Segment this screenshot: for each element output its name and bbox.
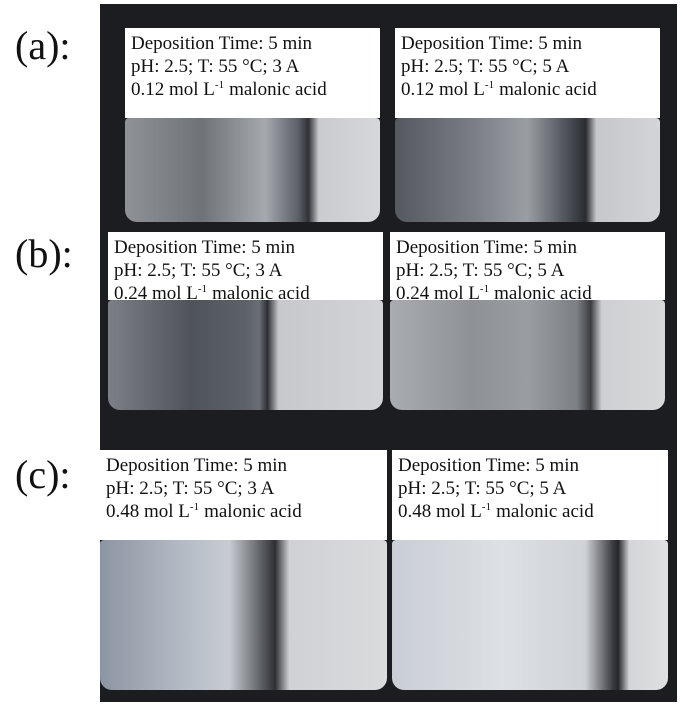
- acid-name: malonic acid: [494, 283, 592, 304]
- concentration: 0.12 mol L-1 malonic acid: [131, 78, 374, 101]
- panel-label: (a):: [15, 26, 71, 66]
- concentration-exponent: -1: [215, 79, 224, 91]
- concentration-amount: 0.24 mol L: [396, 283, 480, 304]
- concentration-exponent: -1: [190, 501, 199, 513]
- panel-label: (b):: [15, 234, 73, 274]
- concentration-amount: 0.12 mol L: [401, 79, 485, 100]
- figure-page: (() => { const data = JSON.parse(documen…: [0, 0, 691, 706]
- sample-photo: [390, 300, 665, 410]
- sample-photo: [392, 540, 668, 690]
- acid-name: malonic acid: [496, 501, 594, 522]
- concentration-amount: 0.12 mol L: [131, 79, 215, 100]
- conditions: pH: 2.5; T: 55 °C; 3 A: [131, 55, 374, 78]
- deposition-time: Deposition Time: 5 min: [114, 236, 377, 259]
- conditions: pH: 2.5; T: 55 °C; 3 A: [106, 477, 381, 500]
- panel-label: (c):: [15, 455, 71, 495]
- sample-photo: [100, 540, 387, 690]
- acid-name: malonic acid: [212, 283, 310, 304]
- concentration-exponent: -1: [198, 283, 207, 295]
- concentration-exponent: -1: [482, 501, 491, 513]
- conditions: pH: 2.5; T: 55 °C; 5 A: [398, 477, 662, 500]
- deposition-time: Deposition Time: 5 min: [401, 32, 654, 55]
- concentration: 0.24 mol L-1 malonic acid: [114, 282, 377, 305]
- concentration: 0.12 mol L-1 malonic acid: [401, 78, 654, 101]
- concentration-exponent: -1: [480, 283, 489, 295]
- concentration-amount: 0.48 mol L: [106, 501, 190, 522]
- concentration-amount: 0.24 mol L: [114, 283, 198, 304]
- deposition-time: Deposition Time: 5 min: [396, 236, 659, 259]
- concentration: 0.24 mol L-1 malonic acid: [396, 282, 659, 305]
- sample-photo: [125, 118, 380, 222]
- deposition-time: Deposition Time: 5 min: [131, 32, 374, 55]
- conditions: pH: 2.5; T: 55 °C; 3 A: [114, 259, 377, 282]
- conditions: pH: 2.5; T: 55 °C; 5 A: [396, 259, 659, 282]
- concentration-exponent: -1: [485, 79, 494, 91]
- concentration-amount: 0.48 mol L: [398, 501, 482, 522]
- deposition-time: Deposition Time: 5 min: [106, 454, 381, 477]
- sample-photo: [395, 118, 660, 222]
- acid-name: malonic acid: [229, 79, 327, 100]
- deposition-time: Deposition Time: 5 min: [398, 454, 662, 477]
- acid-name: malonic acid: [499, 79, 597, 100]
- concentration: 0.48 mol L-1 malonic acid: [398, 500, 662, 523]
- sample-photo: [108, 300, 383, 410]
- acid-name: malonic acid: [204, 501, 302, 522]
- concentration: 0.48 mol L-1 malonic acid: [106, 500, 381, 523]
- conditions: pH: 2.5; T: 55 °C; 5 A: [401, 55, 654, 78]
